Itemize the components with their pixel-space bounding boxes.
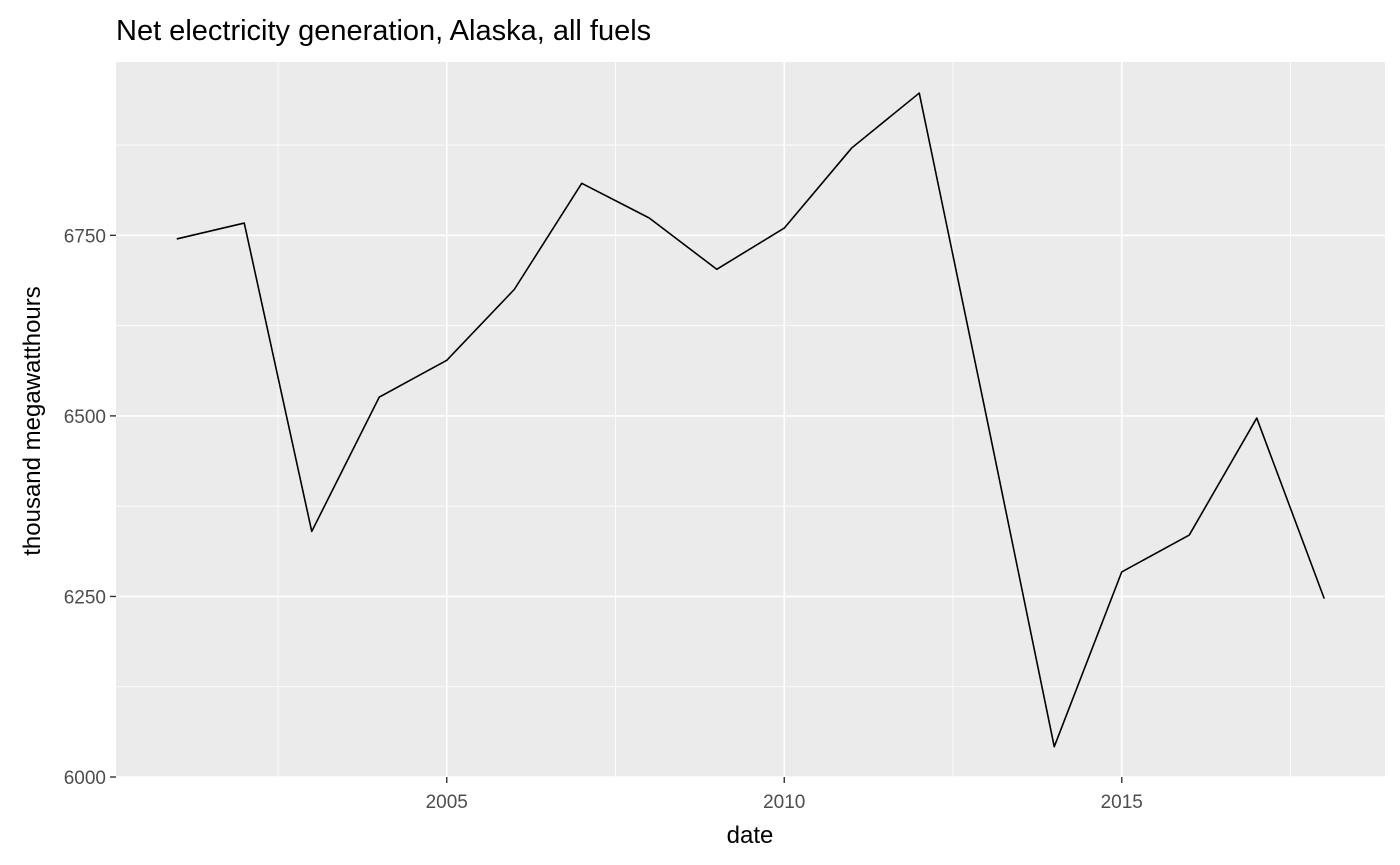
series-line — [176, 92, 1325, 748]
x-tick-label: 2005 — [426, 792, 468, 813]
minor-gridlines — [116, 62, 1385, 777]
y-tick-label: 6500 — [64, 407, 106, 428]
y-axis-title: thousand megawatthours — [19, 286, 46, 556]
major-gridlines — [116, 62, 1385, 778]
y-axis: 6000 6250 6500 6750 — [64, 226, 116, 789]
chart-title: Net electricity generation, Alaska, all … — [116, 15, 651, 47]
x-tick-label: 2015 — [1101, 792, 1143, 813]
y-tick-label: 6000 — [64, 768, 106, 789]
x-axis: 2005 2010 2015 — [426, 777, 1143, 813]
y-tick-label: 6250 — [64, 587, 106, 608]
x-axis-title: date — [727, 822, 774, 849]
x-tick-label: 2010 — [763, 792, 805, 813]
plot-panel — [116, 62, 1385, 777]
y-tick-label: 6750 — [64, 226, 106, 247]
